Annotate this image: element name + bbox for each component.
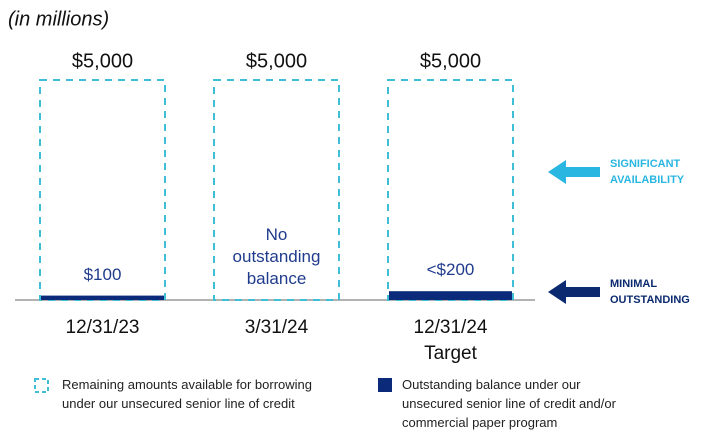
annotation-arrow [548, 280, 600, 304]
legend-line: Remaining amounts available for borrowin… [62, 377, 312, 392]
annotation-text: AVAILABILITY [610, 174, 685, 186]
outstanding-bar [389, 291, 512, 300]
legend-line: unsecured senior line of credit and/or [402, 396, 617, 411]
x-tick-label: 12/31/24 [414, 317, 488, 338]
outstanding-label: $100 [83, 264, 122, 284]
legend-line: Outstanding balance under our [402, 377, 581, 392]
legend-swatch [34, 378, 49, 393]
legend-label: Outstanding balance under our unsecured s… [402, 377, 617, 430]
outstanding-label: <$200 [426, 260, 475, 280]
legend-line: commercial paper program [402, 415, 557, 430]
annotation-text: SIGNIFICANT [610, 158, 681, 170]
legend-label: Remaining amounts available for borrowin… [62, 377, 312, 411]
annotation-text: MINIMAL [610, 278, 657, 290]
x-tick-label: 3/31/24 [245, 317, 309, 338]
x-tick-note: Target [424, 343, 478, 364]
subtitle: (in millions) [8, 8, 109, 30]
legend-swatch [378, 378, 392, 392]
outstanding-label: No outstanding balance [232, 225, 321, 288]
annotation-text: OUTSTANDING [610, 294, 690, 306]
outstanding-bar [41, 295, 164, 300]
capacity-label: $5,000 [72, 50, 133, 72]
x-tick-label: 12/31/23 [66, 317, 140, 338]
annotation-arrow [548, 160, 600, 184]
legend-line: under our unsecured senior line of credi… [62, 396, 295, 411]
capacity-label: $5,000 [246, 50, 307, 72]
capacity-label: $5,000 [420, 50, 481, 72]
capacity-bar [213, 79, 340, 301]
